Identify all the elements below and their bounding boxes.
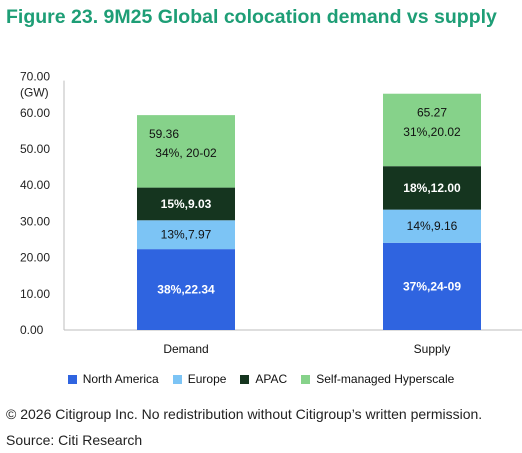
data-label: 31%,20.02 [403,125,461,139]
data-label: 34%, 20-02 [155,146,217,160]
source-note: Source: Citi Research [6,432,143,448]
bar-segment [383,93,481,167]
data-label: 18%,12.00 [403,181,461,195]
legend-item: North America [67,372,159,386]
data-label: 13%,7.97 [161,228,212,242]
bar-segment [383,166,481,210]
chart-plot: 0.00 10.00 20.00 30.00 40.00 50.00 60.00 70.00 (… [20,70,522,356]
data-label: 15%,9.03 [161,197,212,211]
legend-label: Europe [187,372,227,386]
legend-item: Self-managed Hyperscale [301,372,454,386]
y-tick-label: 30.00 [20,214,50,228]
y-tick-label: 0.00 [20,323,44,337]
total-label: 65.27 [417,106,447,120]
y-tick-label: 10.00 [20,287,50,301]
y-tick-label: 20.00 [20,251,50,265]
legend-label: APAC [255,372,288,386]
total-label: 59.36 [149,127,179,141]
legend-item: APAC [240,372,287,386]
legend-item: Europe [172,372,227,386]
legend-swatch [172,374,182,384]
bar-segment [137,115,235,188]
chart-legend: North America Europe APAC Self-managed Hype… [0,372,522,386]
data-label: 37%,24-09 [403,279,461,293]
y-tick-label: 40.00 [20,178,50,192]
x-tick-label: Demand [163,342,208,356]
legend-swatch [240,374,250,384]
bar-segment [137,220,235,250]
y-axis-label: (GW) [20,86,49,100]
bar-segment [383,209,481,243]
chart-title: Figure 23. 9M25 Global colocation demand… [6,6,497,28]
y-tick-label: 50.00 [20,142,50,156]
data-label: 14%,9.16 [407,219,458,233]
x-tick-label: Supply [414,342,451,356]
legend-swatch [301,374,311,384]
legend-label: Self-managed Hyperscale [316,372,455,386]
bar-segment [137,187,235,221]
legend-swatch [67,374,77,384]
bar-segment [383,242,481,330]
data-label: 38%,22.34 [157,283,215,297]
y-tick-label: 70.00 [20,70,50,84]
y-tick-label: 60.00 [20,106,50,120]
legend-label: North America [82,372,159,386]
copyright-notice: © 2026 Citigroup Inc. No redistribution … [6,406,483,422]
bar-segment [137,249,235,330]
